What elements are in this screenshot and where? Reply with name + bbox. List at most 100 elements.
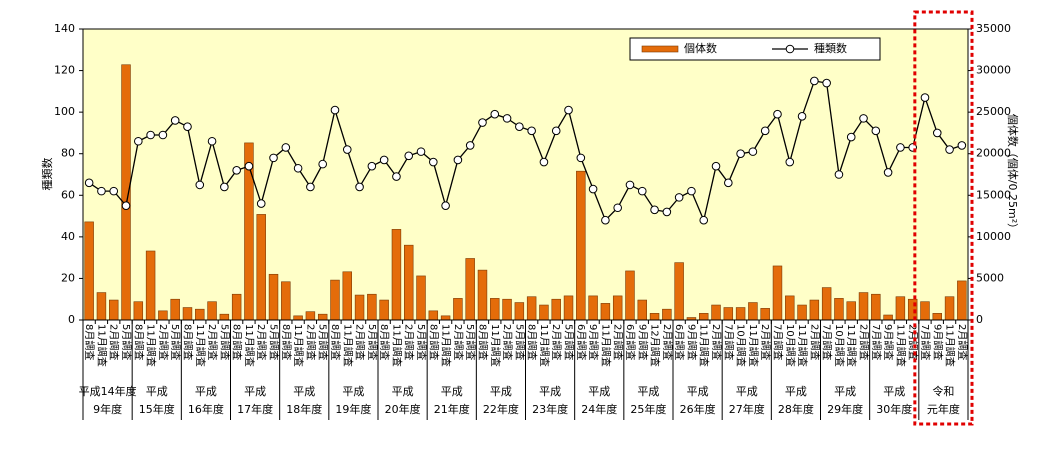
- group-label: 平成: [539, 385, 561, 398]
- group-label: 17年度: [237, 402, 273, 416]
- point: [207, 136, 217, 146]
- bar: [465, 258, 475, 321]
- point: [306, 182, 315, 192]
- y2-tick-label: 30000: [976, 64, 1011, 77]
- point: [846, 132, 856, 142]
- point: [367, 161, 377, 171]
- bar: [109, 299, 119, 321]
- x-tick-label: 8月調査: [427, 324, 440, 360]
- bar: [600, 303, 611, 321]
- bar: [526, 296, 537, 321]
- y2-tick-label: 10000: [976, 230, 1011, 243]
- group-label: 16年度: [188, 402, 224, 416]
- x-tick-label: 8月調査: [132, 324, 145, 360]
- point: [293, 163, 303, 173]
- point: [834, 170, 844, 179]
- legend-swatch: [785, 44, 795, 54]
- bar: [883, 314, 893, 321]
- x-tick-label: 6月調査: [624, 324, 637, 360]
- point: [97, 186, 106, 196]
- group-label: 25年度: [630, 402, 666, 416]
- y-tick-label: 0: [68, 313, 75, 326]
- bar: [674, 262, 684, 321]
- point: [502, 114, 512, 123]
- x-tick-label: 2月調査: [550, 324, 563, 360]
- x-tick-label: 5月調査: [513, 324, 526, 360]
- group-label: 平成: [834, 385, 856, 398]
- bar: [96, 292, 107, 321]
- x-tick-label: 7月調査: [771, 324, 784, 360]
- bar: [662, 308, 672, 321]
- point: [490, 109, 500, 119]
- x-tick-label: 7月調査: [722, 324, 735, 360]
- x-tick-label: 12月調査: [649, 324, 662, 367]
- x-tick-label: 5月調査: [464, 324, 477, 360]
- point: [392, 172, 401, 181]
- point: [232, 166, 241, 175]
- point: [183, 122, 192, 131]
- y2-tick-label: 25000: [976, 105, 1011, 118]
- point: [773, 109, 782, 119]
- bar: [502, 298, 512, 321]
- group-label: 令和: [932, 384, 954, 398]
- x-tick-label: 2月調査: [661, 324, 674, 360]
- group-label: 平成: [293, 385, 315, 398]
- x-tick-label: 8月調査: [280, 324, 293, 360]
- point: [551, 126, 561, 136]
- bar: [539, 304, 549, 321]
- x-tick-label: 2月調査: [206, 324, 219, 360]
- x-tick-label: 11月調査: [292, 324, 305, 367]
- x-tick-label: 11月調査: [390, 324, 403, 367]
- x-tick-label: 8月調査: [476, 324, 489, 360]
- bar: [871, 293, 881, 321]
- bar: [625, 270, 635, 321]
- bar: [428, 310, 439, 321]
- point: [613, 203, 622, 213]
- point: [429, 157, 438, 167]
- x-tick-label: 11月調査: [243, 324, 256, 367]
- x-tick-label: 11月調査: [538, 324, 551, 367]
- x-tick-label: 7月調査: [870, 324, 883, 360]
- x-tick-label: 9月調査: [636, 324, 649, 360]
- x-tick-label: 2月調査: [452, 324, 465, 360]
- point: [748, 147, 758, 156]
- bar: [416, 275, 426, 321]
- bar: [576, 170, 586, 321]
- x-tick-label: 8月調査: [378, 324, 391, 360]
- x-tick-label: 11月調査: [194, 324, 207, 367]
- bar: [821, 287, 832, 321]
- x-tick-label: 9月調査: [587, 324, 600, 360]
- point: [158, 130, 168, 140]
- x-tick-label: 2月調査: [501, 324, 514, 360]
- group-label: 平成: [883, 385, 905, 398]
- group-label: 平成14年度: [79, 384, 137, 398]
- x-tick-label: 11月調査: [95, 324, 108, 367]
- bar: [932, 313, 942, 321]
- bar: [453, 298, 463, 321]
- bar: [404, 244, 414, 321]
- x-tick-label: 8月調査: [329, 324, 342, 360]
- point: [711, 161, 721, 171]
- y2-tick-label: 20000: [976, 147, 1011, 160]
- bar: [846, 301, 856, 321]
- group-label: 平成: [687, 385, 709, 398]
- point: [465, 141, 475, 150]
- y-tick-label: 60: [61, 188, 75, 201]
- point: [134, 136, 143, 146]
- x-tick-label: 2月調査: [304, 324, 317, 360]
- point: [318, 159, 327, 169]
- bar: [797, 304, 807, 321]
- x-tick-label: 11月調査: [698, 324, 711, 367]
- point: [797, 112, 807, 121]
- x-tick-label: 10月調査: [735, 324, 748, 367]
- bar: [293, 315, 303, 321]
- y2-tick-label: 15000: [976, 188, 1011, 201]
- group-label: 27年度: [729, 402, 765, 416]
- bar: [760, 308, 770, 321]
- bar: [895, 296, 906, 321]
- x-tick-label: 8月調査: [526, 324, 539, 360]
- legend-swatch: [641, 45, 679, 53]
- y-tick-label: 140: [54, 22, 75, 35]
- x-tick-label: 9月調査: [931, 324, 944, 360]
- bar: [858, 292, 869, 321]
